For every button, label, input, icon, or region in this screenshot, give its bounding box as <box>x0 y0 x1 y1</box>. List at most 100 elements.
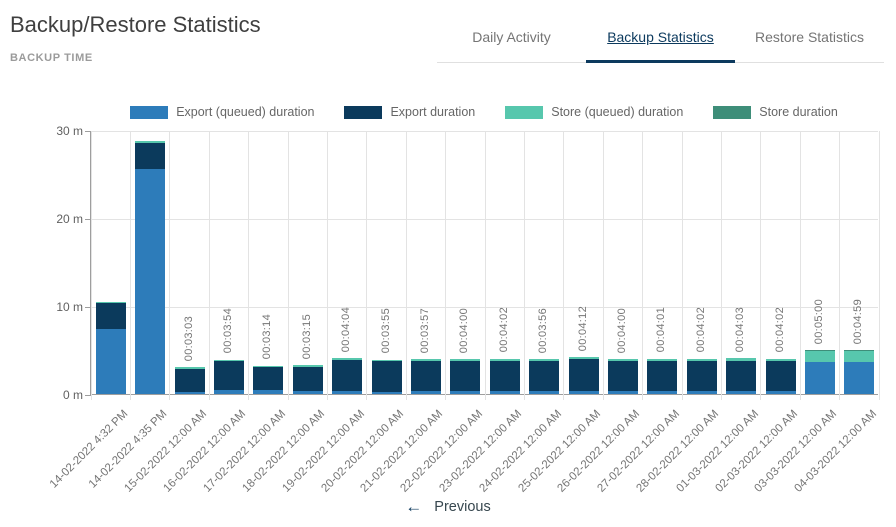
bar-value-label: 00:05:00 <box>812 298 825 344</box>
bar-segment-store-queued-duration[interactable] <box>135 141 166 144</box>
page-title: Backup/Restore Statistics <box>10 12 261 37</box>
gridline-vertical <box>129 131 131 400</box>
bar-value-label: 00:04:02 <box>497 307 510 353</box>
bar-segment-export-queued-duration[interactable] <box>726 390 757 394</box>
bar-segment-export-duration[interactable] <box>410 361 441 391</box>
bar-segment-export-duration[interactable] <box>726 360 757 391</box>
bar-segment-export-queued-duration[interactable] <box>529 391 560 394</box>
bar-value-label: 00:04:02 <box>694 307 707 353</box>
bar-segment-store-queued-duration[interactable] <box>95 302 126 304</box>
bar-segment-store-queued-duration[interactable] <box>844 350 875 362</box>
bar-segment-export-duration[interactable] <box>529 361 560 392</box>
bar-segment-export-queued-duration[interactable] <box>213 389 244 394</box>
bar-segment-store-queued-duration[interactable] <box>765 358 796 361</box>
bar-value-label: 00:04:00 <box>615 307 628 353</box>
legend-item-export-queued-duration[interactable]: Export (queued) duration <box>130 105 314 119</box>
bar-segment-store-queued-duration[interactable] <box>489 358 520 361</box>
bar-segment-export-queued-duration[interactable] <box>292 390 323 394</box>
legend-item-export-duration[interactable]: Export duration <box>344 105 475 119</box>
bar-segment-export-queued-duration[interactable] <box>450 390 481 394</box>
bar-segment-store-duration[interactable] <box>844 349 875 351</box>
gridline-vertical <box>248 131 250 400</box>
tab-bar: Daily Activity Backup Statistics Restore S… <box>437 18 884 63</box>
bar-segment-export-duration[interactable] <box>174 368 205 392</box>
tab-backup-statistics[interactable]: Backup Statistics <box>586 18 735 63</box>
bar-value-label: 00:04:02 <box>773 307 786 353</box>
legend-item-store-duration[interactable]: Store duration <box>713 105 838 119</box>
bar-segment-export-queued-duration[interactable] <box>95 328 126 394</box>
bar-segment-export-queued-duration[interactable] <box>410 390 441 394</box>
bar-segment-export-duration[interactable] <box>765 360 796 392</box>
gridline-vertical <box>405 131 407 400</box>
bar-segment-export-duration[interactable] <box>292 367 323 391</box>
bar-value-label: 00:04:00 <box>458 307 471 353</box>
gridline-vertical <box>720 131 722 400</box>
bar-segment-store-queued-duration[interactable] <box>410 359 441 361</box>
bar-segment-export-queued-duration[interactable] <box>804 362 835 394</box>
bar-segment-store-queued-duration[interactable] <box>253 365 284 368</box>
bar-segment-store-queued-duration[interactable] <box>292 365 323 368</box>
tab-restore-statistics[interactable]: Restore Statistics <box>755 29 864 45</box>
bar-segment-export-queued-duration[interactable] <box>489 391 520 394</box>
bar-segment-store-queued-duration[interactable] <box>213 359 244 362</box>
bar-segment-export-queued-duration[interactable] <box>647 391 678 394</box>
bar-segment-store-queued-duration[interactable] <box>647 358 678 361</box>
bar-segment-store-duration[interactable] <box>804 349 835 351</box>
bar-segment-store-queued-duration[interactable] <box>607 358 638 361</box>
gridline-vertical <box>799 131 801 400</box>
bar-value-label: 00:04:01 <box>655 307 668 353</box>
bar-segment-store-queued-duration[interactable] <box>529 359 560 361</box>
bar-segment-export-duration[interactable] <box>213 361 244 390</box>
bar-value-label: 00:03:03 <box>182 315 195 362</box>
bar-segment-export-queued-duration[interactable] <box>607 390 638 394</box>
bar-segment-export-duration[interactable] <box>371 361 402 392</box>
bar-segment-export-queued-duration[interactable] <box>174 391 205 394</box>
bar-segment-export-duration[interactable] <box>607 360 638 391</box>
gridline-vertical <box>90 131 92 400</box>
bar-segment-export-queued-duration[interactable] <box>765 391 796 394</box>
gridline-vertical <box>878 131 880 400</box>
tab-daily-activity[interactable]: Daily Activity <box>472 29 551 45</box>
bar-segment-store-queued-duration[interactable] <box>804 350 835 363</box>
bar-segment-export-duration[interactable] <box>332 360 363 392</box>
bar-segment-store-queued-duration[interactable] <box>726 358 757 361</box>
bar-segment-export-duration[interactable] <box>647 360 678 392</box>
bar-segment-store-queued-duration[interactable] <box>568 357 599 360</box>
legend-item-store-queued-duration[interactable]: Store (queued) duration <box>505 105 683 119</box>
bar-segment-export-queued-duration[interactable] <box>844 361 875 394</box>
y-axis-tick <box>85 394 91 396</box>
bar-segment-export-queued-duration[interactable] <box>568 390 599 394</box>
pagination-bar: ← Previous <box>0 498 896 515</box>
bar-segment-store-queued-duration[interactable] <box>450 358 481 361</box>
bar-segment-store-queued-duration[interactable] <box>371 359 402 362</box>
y-axis-tick <box>85 306 91 308</box>
bar-segment-export-duration[interactable] <box>95 303 126 329</box>
bar-segment-export-queued-duration[interactable] <box>135 168 166 394</box>
legend-label: Store (queued) duration <box>551 105 684 119</box>
backup-time-chart: Export (queued) duration Export duration S… <box>0 95 896 495</box>
bar-segment-export-queued-duration[interactable] <box>253 389 284 394</box>
bar-value-label: 00:03:55 <box>379 308 392 354</box>
bar-segment-export-duration[interactable] <box>489 360 520 392</box>
bar-segment-store-queued-duration[interactable] <box>174 367 205 369</box>
bar-segment-store-queued-duration[interactable] <box>686 358 717 361</box>
bar-segment-export-queued-duration[interactable] <box>332 391 363 394</box>
previous-button[interactable]: ← Previous <box>405 498 490 515</box>
bar-value-label: 00:03:56 <box>537 308 550 354</box>
y-axis-label: 30 m <box>56 124 83 138</box>
bar-segment-store-queued-duration[interactable] <box>332 358 363 361</box>
chart-plot-area: 0 m 10 m 20 m 30 m 14-02-2022 4:32 PM 14-02-2… <box>48 124 880 495</box>
arrow-left-icon: ← <box>405 497 423 516</box>
bar-segment-export-queued-duration[interactable] <box>686 391 717 394</box>
bar-value-label: 00:04:59 <box>852 298 865 345</box>
gridline-vertical <box>484 131 486 400</box>
bar-segment-export-duration[interactable] <box>450 360 481 391</box>
bar-segment-export-queued-duration[interactable] <box>371 391 402 394</box>
bar-segment-export-duration[interactable] <box>135 143 166 169</box>
bar-segment-export-duration[interactable] <box>253 367 284 390</box>
y-axis-tick <box>85 218 91 220</box>
bar-value-label: 00:04:03 <box>734 307 747 353</box>
bar-segment-export-duration[interactable] <box>568 359 599 391</box>
bar-segment-export-duration[interactable] <box>686 360 717 392</box>
